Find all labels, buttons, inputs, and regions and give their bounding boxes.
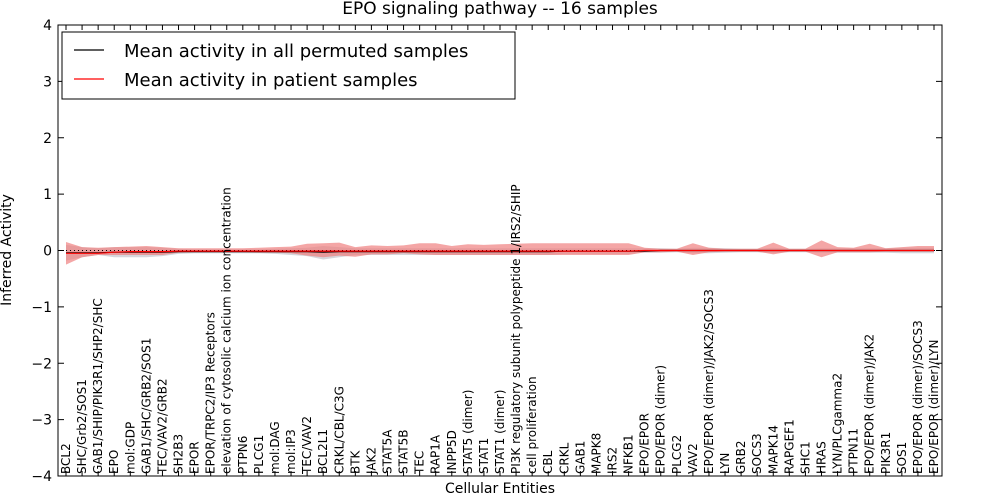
x-tick-label: PI3K regulatory subunit polypeptide 1/IR… bbox=[509, 184, 523, 474]
x-tick-label: GRB2 bbox=[734, 440, 748, 474]
x-tick-label: IRS2 bbox=[606, 447, 620, 474]
x-tick-label: elevation of cytosolic calcium ion conce… bbox=[220, 187, 234, 474]
y-tick-label: −3 bbox=[31, 413, 52, 429]
x-tick-label: GAB1/SHC/GRB2/SOS1 bbox=[139, 338, 153, 474]
legend: Mean activity in all permuted samples Me… bbox=[61, 31, 516, 100]
x-tick-label: STAT5A bbox=[381, 429, 395, 474]
x-tick-label: LYN bbox=[718, 453, 732, 474]
x-tick-label: BTK bbox=[348, 449, 362, 474]
x-tick-label: HRAS bbox=[815, 441, 829, 474]
x-tick-label: JAK2 bbox=[364, 447, 378, 475]
x-tick-label: EPOR/TRPC2/IP3 Receptors bbox=[204, 312, 218, 474]
x-tick-label: TEC/VAV2/GRB2 bbox=[155, 378, 169, 475]
x-tick-label: BCL2 bbox=[59, 443, 73, 474]
x-tick-label: EPO/EPOR (dimer)/JAK2/SOCS3 bbox=[702, 289, 716, 474]
series-line-patient bbox=[66, 249, 934, 254]
y-tick-label: 1 bbox=[43, 187, 52, 203]
x-tick-label: mol:GDP bbox=[123, 422, 137, 474]
band-patient bbox=[66, 240, 934, 265]
x-tick-label: STAT5B bbox=[397, 430, 411, 475]
x-tick-label: GAB1 bbox=[573, 441, 587, 474]
y-tick-label: 4 bbox=[43, 18, 52, 34]
x-tick-label: CRKL/CBL/C3G bbox=[332, 386, 346, 474]
y-tick-label: −4 bbox=[31, 469, 52, 485]
x-tick-label: cell proliferation bbox=[525, 376, 539, 474]
x-tick-label: SOS1 bbox=[895, 442, 909, 474]
x-tick-label: SH2B3 bbox=[172, 434, 186, 474]
x-tick-label: PLCG1 bbox=[252, 435, 266, 474]
x-tick-label: EPO/EPOR bbox=[638, 413, 652, 474]
x-tick-label: EPOR bbox=[188, 441, 202, 474]
x-tick-label: mol:DAG bbox=[268, 421, 282, 474]
x-axis-label: Cellular Entities bbox=[445, 481, 555, 497]
x-tick-label: EPO/EPOR (dimer) bbox=[654, 365, 668, 474]
legend-box bbox=[61, 31, 516, 100]
x-tick-label: GAB1/SHIP/PIK3R1/SHP2/SHC bbox=[91, 298, 105, 474]
x-tick-label: NFKB1 bbox=[622, 434, 636, 474]
y-tick-label: −2 bbox=[31, 356, 52, 372]
x-tick-label: EPO/EPOR (dimer)/JAK2 bbox=[863, 334, 877, 474]
x-tick-label: SHC/Grb2/SOS1 bbox=[75, 379, 89, 474]
x-tick-label: EPO bbox=[107, 450, 121, 474]
x-tick-label: STAT5 (dimer) bbox=[461, 390, 475, 474]
x-tick-label: LYN/PLCgamma2 bbox=[831, 373, 845, 474]
x-tick-label: TEC bbox=[413, 451, 427, 475]
x-tick-label: PTPN11 bbox=[847, 428, 861, 474]
x-tick-label: MAPK14 bbox=[766, 425, 780, 474]
x-tick-label: SHC1 bbox=[798, 441, 812, 474]
y-tick-label: −1 bbox=[31, 300, 52, 316]
y-tick-label: 2 bbox=[43, 131, 52, 147]
x-tick-label: mol:IP3 bbox=[284, 429, 298, 474]
x-tick-label: SOCS3 bbox=[750, 433, 764, 474]
y-tick-label: 3 bbox=[43, 74, 52, 90]
legend-label-permuted: Mean activity in all permuted samples bbox=[124, 41, 468, 62]
x-tick-label: VAV2 bbox=[686, 443, 700, 474]
chart-title: EPO signaling pathway -- 16 samples bbox=[342, 0, 658, 19]
x-tick-label: BCL2L1 bbox=[316, 429, 330, 474]
legend-label-patient: Mean activity in patient samples bbox=[124, 70, 418, 91]
x-tick-label: PTPN6 bbox=[236, 436, 250, 474]
x-tick-label: STAT1 bbox=[477, 438, 491, 474]
x-tick-label: EPO/EPOR (dimer)/SOCS3 bbox=[911, 320, 925, 474]
x-tick-label: MAPK8 bbox=[589, 433, 603, 474]
x-tick-label: STAT1 (dimer) bbox=[493, 390, 507, 474]
x-tick-label: INPP5D bbox=[445, 430, 459, 474]
x-tick-label: RAP1A bbox=[429, 434, 443, 474]
x-tick-label: PIK3R1 bbox=[879, 432, 893, 474]
x-tick-label: EPO/EPOR (dimer)/LYN bbox=[927, 340, 941, 474]
y-tick-label: 0 bbox=[43, 244, 52, 260]
x-tick-label: CRKL bbox=[557, 442, 571, 474]
x-tick-label: PLCG2 bbox=[670, 435, 684, 474]
x-tick-label: TEC/VAV2 bbox=[300, 416, 314, 475]
y-axis-label: Inferred Activity bbox=[0, 194, 15, 306]
x-tick-label: RAPGEF1 bbox=[782, 419, 796, 474]
x-tick-label: CBL bbox=[541, 450, 555, 474]
